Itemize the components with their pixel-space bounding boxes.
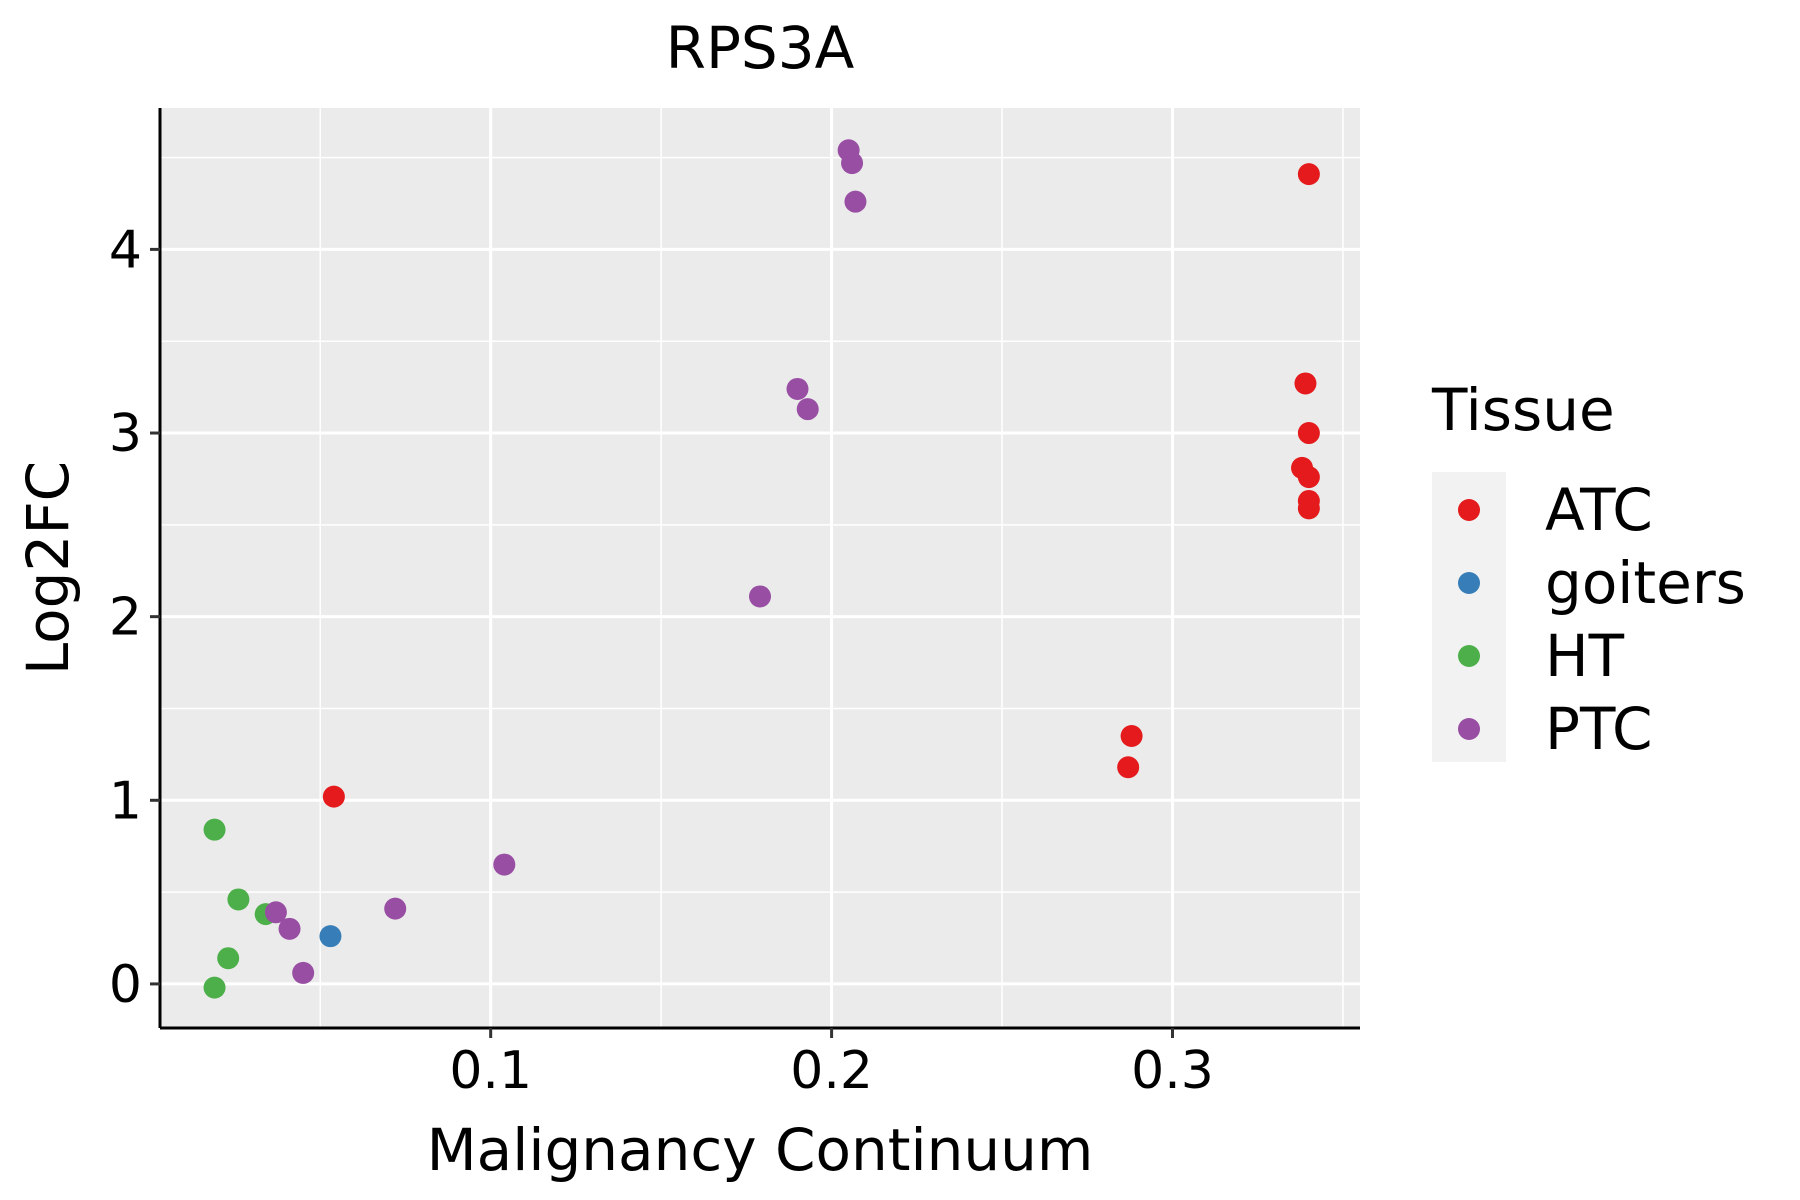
point-atc (1297, 422, 1320, 445)
chart-title: RPS3A (666, 14, 855, 82)
point-atc (322, 785, 345, 808)
point-ht (203, 976, 226, 999)
point-ptc (749, 585, 771, 608)
x-axis-title: Malignancy Continuum (427, 1116, 1094, 1184)
point-ptc (796, 398, 819, 421)
x-axis-ticks: 0.1 0.2 0.3 (449, 1028, 1214, 1101)
legend-label-ptc: PTC (1545, 695, 1653, 763)
y-axis-title: Log2FC (14, 461, 82, 675)
point-ht (227, 888, 250, 911)
data-points (203, 139, 1320, 999)
y-tick-label: 1 (109, 771, 142, 831)
point-atc (1297, 163, 1320, 186)
point-ptc (264, 901, 287, 924)
x-tick-label: 0.3 (1131, 1041, 1214, 1101)
y-tick-label: 0 (109, 955, 142, 1015)
point-ptc (786, 377, 809, 400)
minor-gridlines (160, 108, 1360, 1028)
plot-panel (160, 108, 1360, 1028)
y-axis-ticks: 0 1 2 3 4 (109, 220, 160, 1015)
y-tick-label: 2 (109, 588, 142, 648)
x-tick-label: 0.2 (790, 1041, 873, 1101)
point-goiters (319, 925, 342, 948)
point-ptc (844, 190, 867, 213)
legend-key-ht (1458, 645, 1480, 667)
point-atc (1294, 372, 1317, 395)
legend-title: Tissue (1431, 376, 1615, 444)
legend-label-ht: HT (1545, 622, 1625, 690)
point-atc (1120, 725, 1143, 748)
point-ht (203, 818, 226, 841)
point-ht (217, 947, 240, 970)
legend-key-goiters (1458, 572, 1480, 594)
point-atc (1297, 497, 1320, 520)
legend-key-ptc (1458, 718, 1480, 740)
legend-label-atc: ATC (1545, 476, 1653, 544)
legend-key-atc (1458, 499, 1480, 521)
point-ptc (841, 152, 864, 175)
y-tick-label: 4 (109, 220, 142, 280)
point-atc (1297, 466, 1320, 489)
point-ptc (278, 917, 301, 940)
x-tick-label: 0.1 (449, 1041, 532, 1101)
point-atc (1117, 756, 1140, 779)
point-ptc (292, 961, 315, 984)
major-gridlines (160, 108, 1360, 1028)
legend-label-goiters: goiters (1545, 549, 1746, 617)
y-tick-label: 3 (109, 404, 142, 464)
point-ptc (384, 897, 407, 920)
point-ptc (493, 853, 516, 876)
